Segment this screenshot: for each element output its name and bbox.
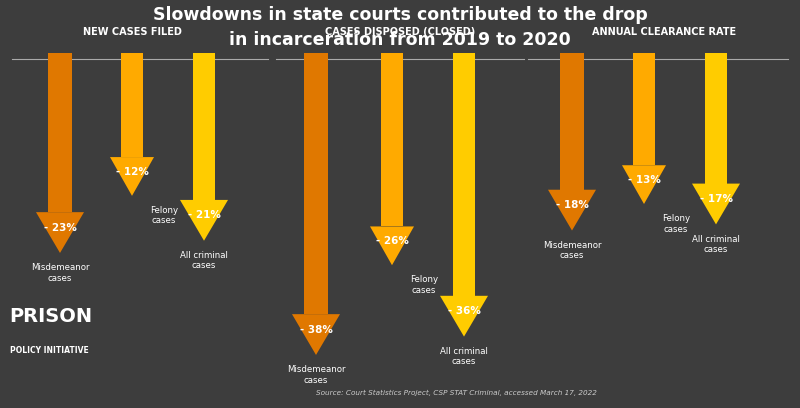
Text: All criminal
cases: All criminal cases bbox=[692, 235, 740, 254]
Text: CASES DISPOSED (CLOSED): CASES DISPOSED (CLOSED) bbox=[325, 27, 475, 37]
Polygon shape bbox=[110, 157, 154, 196]
Text: ANNUAL CLEARANCE RATE: ANNUAL CLEARANCE RATE bbox=[592, 27, 736, 37]
Text: - 26%: - 26% bbox=[375, 236, 409, 246]
Text: Misdemeanor
cases: Misdemeanor cases bbox=[286, 365, 346, 385]
Text: NEW CASES FILED: NEW CASES FILED bbox=[82, 27, 182, 37]
Text: All criminal
cases: All criminal cases bbox=[180, 251, 228, 271]
Polygon shape bbox=[692, 184, 740, 224]
Text: Misdemeanor
cases: Misdemeanor cases bbox=[30, 263, 90, 283]
Text: - 18%: - 18% bbox=[555, 200, 589, 210]
Polygon shape bbox=[36, 212, 84, 253]
Polygon shape bbox=[633, 53, 655, 165]
Text: - 36%: - 36% bbox=[447, 306, 481, 316]
Text: Felony
cases: Felony cases bbox=[662, 214, 690, 234]
Text: - 17%: - 17% bbox=[699, 194, 733, 204]
Text: PRISON: PRISON bbox=[10, 307, 93, 326]
Text: - 38%: - 38% bbox=[299, 325, 333, 335]
Text: in incarceration from 2019 to 2020: in incarceration from 2019 to 2020 bbox=[229, 31, 571, 49]
Polygon shape bbox=[48, 53, 72, 212]
Polygon shape bbox=[622, 165, 666, 204]
Text: Misdemeanor
cases: Misdemeanor cases bbox=[542, 241, 602, 260]
Text: All criminal
cases: All criminal cases bbox=[440, 347, 488, 366]
Text: - 21%: - 21% bbox=[187, 211, 221, 220]
Polygon shape bbox=[440, 296, 488, 337]
Polygon shape bbox=[193, 53, 215, 200]
Polygon shape bbox=[121, 53, 143, 157]
Polygon shape bbox=[292, 314, 340, 355]
Polygon shape bbox=[548, 190, 596, 231]
Text: - 23%: - 23% bbox=[43, 223, 77, 233]
Polygon shape bbox=[453, 53, 475, 296]
Polygon shape bbox=[560, 53, 584, 190]
Text: - 12%: - 12% bbox=[115, 167, 149, 177]
Polygon shape bbox=[370, 226, 414, 265]
Text: - 13%: - 13% bbox=[627, 175, 661, 185]
Polygon shape bbox=[304, 53, 328, 314]
Text: Felony
cases: Felony cases bbox=[150, 206, 178, 226]
Polygon shape bbox=[705, 53, 727, 184]
Text: Slowdowns in state courts contributed to the drop: Slowdowns in state courts contributed to… bbox=[153, 6, 647, 24]
Polygon shape bbox=[180, 200, 228, 241]
Polygon shape bbox=[381, 53, 403, 226]
Text: Source: Court Statistics Project, CSP STAT Criminal, accessed March 17, 2022: Source: Court Statistics Project, CSP ST… bbox=[315, 390, 597, 396]
Text: POLICY INITIATIVE: POLICY INITIATIVE bbox=[10, 346, 88, 355]
Text: Felony
cases: Felony cases bbox=[410, 275, 438, 295]
